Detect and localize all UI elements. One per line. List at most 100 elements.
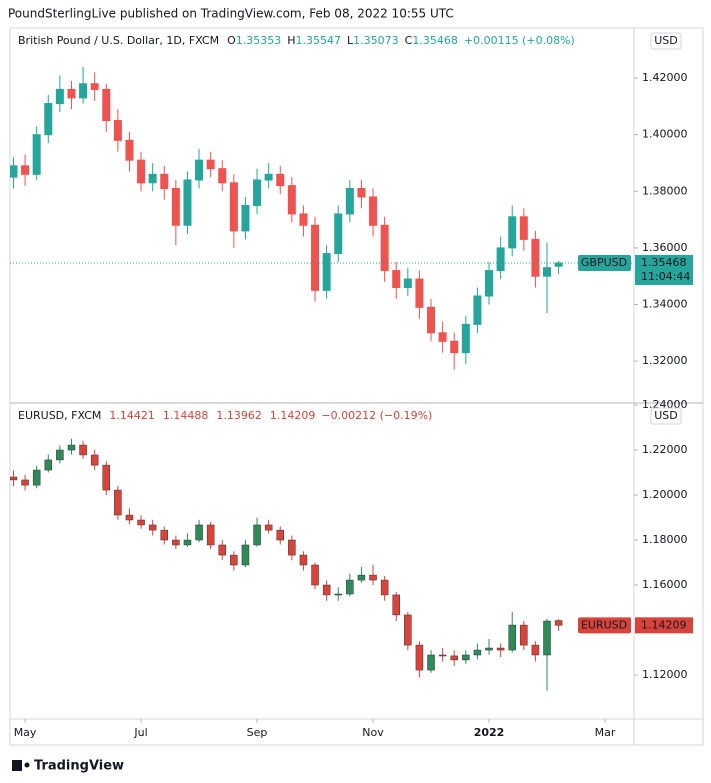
x-tick-label: May bbox=[14, 726, 37, 739]
legend-value: 1.14421 bbox=[109, 409, 155, 422]
candle-body bbox=[67, 444, 76, 451]
candle-body bbox=[230, 554, 238, 566]
candle-body bbox=[346, 579, 354, 595]
symbol-label: EURUSD bbox=[581, 618, 627, 631]
candle-body bbox=[56, 449, 64, 461]
currency: USD bbox=[654, 34, 678, 47]
x-tick-label: Nov bbox=[362, 726, 384, 739]
candle-body bbox=[496, 247, 505, 272]
candle-body bbox=[380, 224, 389, 272]
currency-box bbox=[650, 407, 682, 425]
candle-body bbox=[415, 644, 424, 671]
candle-body bbox=[380, 579, 389, 596]
candle-body bbox=[531, 644, 540, 656]
candle-body bbox=[299, 213, 308, 226]
candle-body bbox=[137, 519, 145, 526]
y-tick-label: 1.38000 bbox=[642, 184, 688, 197]
candle-body bbox=[288, 539, 296, 556]
candle-body bbox=[450, 340, 459, 354]
candle-body bbox=[148, 524, 157, 531]
candle-body bbox=[137, 159, 146, 184]
legend: British Pound / U.S. Dollar, 1D, FXCM O1.… bbox=[18, 34, 575, 47]
price-label: 1.35468 bbox=[641, 256, 687, 269]
legend-value: 1.35547 bbox=[296, 34, 342, 47]
legend-change: +0.00115 (+0.08%) bbox=[464, 34, 575, 47]
candle-body bbox=[461, 323, 470, 354]
candle-body bbox=[114, 489, 122, 516]
y-tick-label: 1.32000 bbox=[642, 354, 688, 367]
x-tick-label: Mar bbox=[595, 726, 616, 739]
y-tick-label: 1.18000 bbox=[642, 533, 688, 546]
candle-body bbox=[10, 165, 18, 178]
y-tick-label: 1.12000 bbox=[642, 668, 688, 681]
y-tick-label: 1.36000 bbox=[642, 241, 688, 254]
symbol-label: GBPUSD bbox=[581, 256, 627, 269]
candle-body bbox=[311, 564, 319, 586]
legend-value: 1.35353 bbox=[236, 34, 282, 47]
candle-body bbox=[195, 159, 204, 181]
candle-body bbox=[264, 173, 273, 181]
candle-body bbox=[206, 159, 215, 170]
candle-body bbox=[554, 620, 563, 626]
legend-key: L bbox=[347, 34, 354, 47]
candle-body bbox=[206, 524, 215, 546]
legend-value: 1.35468 bbox=[412, 34, 458, 47]
candle-body bbox=[357, 187, 366, 198]
legend-key: C bbox=[405, 34, 413, 47]
frame bbox=[9, 27, 704, 746]
candle-body bbox=[403, 278, 412, 289]
candle-body bbox=[299, 554, 308, 566]
candle-body bbox=[10, 476, 18, 481]
candle-body bbox=[264, 524, 273, 531]
legend: EURUSD, FXCM 1.14421 1.14488 1.13962 1.14209… bbox=[18, 409, 432, 422]
candle-body bbox=[392, 594, 400, 616]
candle-body bbox=[473, 295, 482, 325]
x-tick-label: Sep bbox=[247, 726, 268, 739]
candle-body bbox=[531, 238, 540, 277]
candle-body bbox=[218, 544, 227, 556]
legend-title: British Pound / U.S. Dollar, 1D, FXCM bbox=[18, 34, 219, 47]
countdown: 11:04:44 bbox=[641, 270, 690, 283]
candle-body bbox=[334, 213, 343, 255]
candle-body bbox=[21, 479, 29, 486]
x-tick-label: Jul bbox=[133, 726, 147, 739]
candle-body bbox=[415, 278, 424, 308]
candle-body bbox=[438, 332, 447, 342]
candle-body bbox=[276, 173, 285, 187]
logo bbox=[12, 760, 30, 771]
candle-body bbox=[79, 444, 87, 456]
candle-body bbox=[195, 524, 203, 541]
candle-body bbox=[79, 83, 88, 99]
footer: TradingView bbox=[34, 759, 124, 774]
candle-body bbox=[241, 204, 250, 232]
candle-body bbox=[543, 267, 552, 277]
legend-key: O bbox=[227, 34, 236, 47]
candle-body bbox=[183, 179, 192, 226]
candle-body bbox=[427, 654, 435, 671]
candle-body bbox=[485, 647, 493, 651]
y-tick-label: 1.16000 bbox=[642, 578, 688, 591]
candle-body bbox=[519, 216, 528, 240]
candle-body bbox=[90, 454, 99, 466]
y-tick-label: 1.34000 bbox=[642, 298, 688, 311]
candle-body bbox=[125, 514, 134, 521]
candle-body bbox=[90, 83, 99, 90]
legend-value: 1.13962 bbox=[216, 409, 262, 422]
candle-body bbox=[473, 649, 482, 656]
price-tag bbox=[635, 617, 693, 634]
candle-body bbox=[334, 593, 342, 596]
candle-body bbox=[287, 185, 296, 215]
candle-body bbox=[404, 614, 412, 646]
candle-body bbox=[496, 647, 505, 651]
symbol-tag bbox=[578, 254, 631, 271]
candle-body bbox=[171, 187, 180, 226]
candle-body bbox=[508, 624, 516, 651]
candle-body bbox=[276, 529, 284, 541]
legend-title: EURUSD, FXCM bbox=[18, 409, 101, 422]
candle-body bbox=[44, 459, 53, 471]
candle-body bbox=[508, 216, 517, 249]
candle-body bbox=[160, 173, 169, 189]
legend-change: −0.00212 (−0.19%) bbox=[321, 409, 432, 422]
candle-body bbox=[345, 187, 354, 215]
